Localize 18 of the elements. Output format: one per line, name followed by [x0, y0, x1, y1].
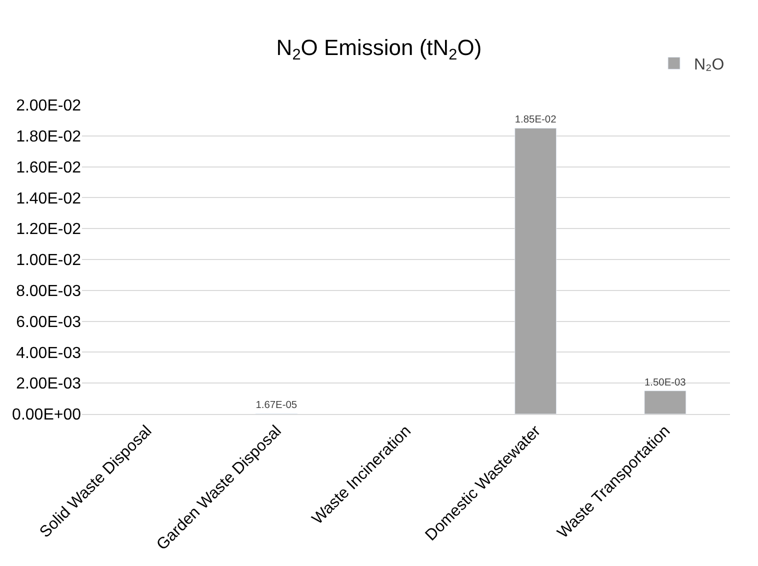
data-label: 1.50E-03: [644, 377, 686, 388]
y-tick-label: 8.00E-03: [16, 283, 82, 300]
bar: [514, 128, 557, 414]
y-tick-label: 1.40E-02: [16, 190, 82, 208]
bar: [644, 390, 686, 414]
data-label: 1.67E-05: [256, 400, 298, 412]
y-tick-label: 1.60E-02: [16, 159, 82, 176]
y-tick-label: 4.00E-03: [16, 344, 82, 362]
y-tick-label: 1.00E-02: [16, 252, 82, 270]
legend-label: N₂O: [694, 56, 724, 74]
data-label: 1.85E-02: [514, 114, 557, 126]
y-tick-label: 0.00E+00: [12, 406, 82, 424]
y-tick-label: 2.00E-03: [16, 376, 82, 393]
y-tick-label: 2.00E-02: [16, 98, 82, 115]
y-tick-label: 6.00E-03: [16, 314, 82, 331]
y-tick-label: 1.80E-02: [16, 128, 82, 146]
y-tick-label: 1.20E-02: [16, 221, 82, 238]
chart-title: N$_{2}$O Emission (tN$_{2}$O): [276, 35, 482, 64]
